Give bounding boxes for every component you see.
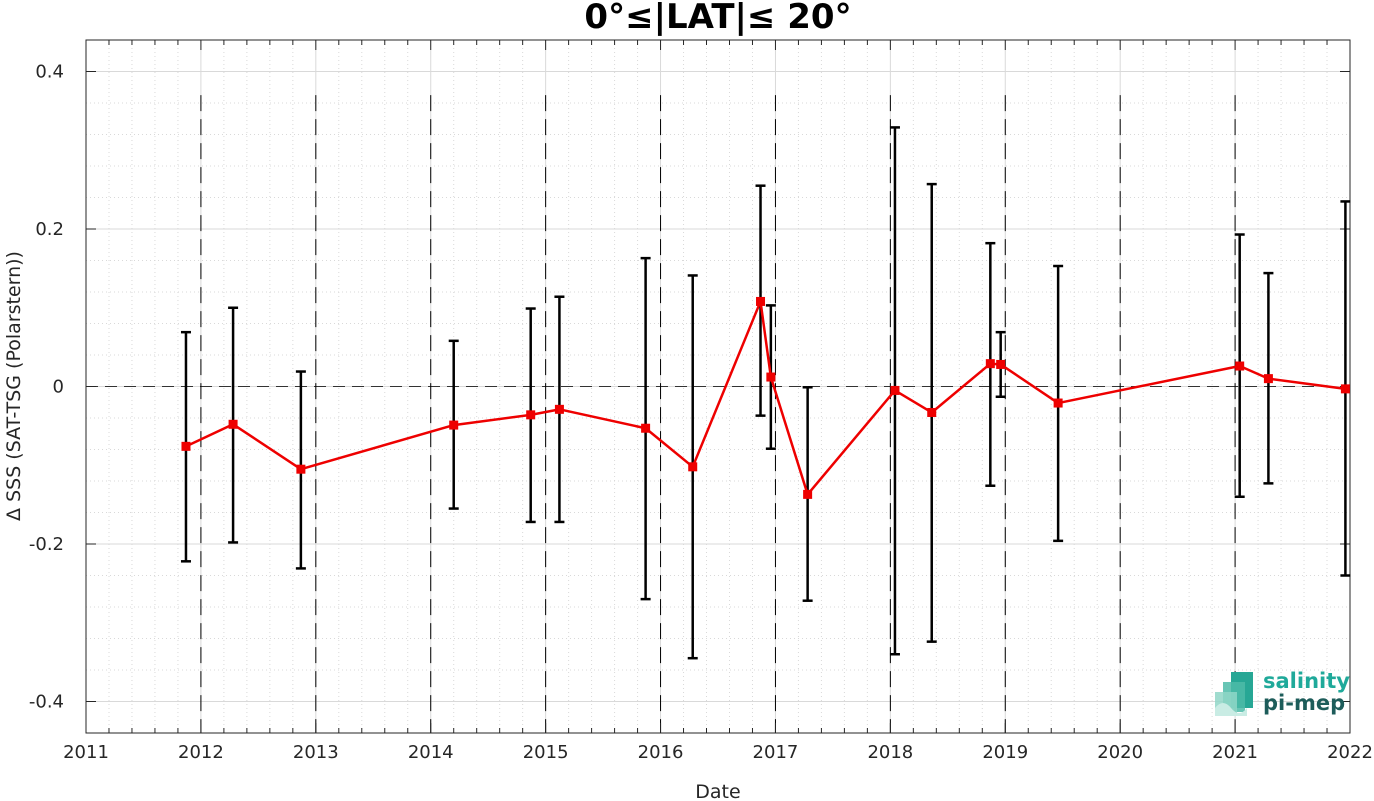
series-line	[185, 300, 1346, 496]
data-point-marker	[766, 372, 776, 382]
data-point-marker	[449, 420, 459, 430]
markers	[181, 296, 1350, 499]
y-tick-label: -0.2	[29, 534, 64, 555]
error-bars	[180, 126, 1351, 660]
data-point-marker	[641, 423, 651, 433]
data-point-marker	[296, 464, 306, 474]
x-tick-label: 2019	[982, 742, 1028, 763]
data-point-marker	[1053, 398, 1063, 408]
data-point-marker	[1340, 384, 1350, 394]
y-tick-label: 0.4	[35, 62, 64, 83]
x-tick-label: 2016	[638, 742, 684, 763]
y-tick-label: 0.2	[35, 219, 64, 240]
x-tick-labels: 2011 2012 2013 2014 2015 2016 2017 2018 2019 2020…	[63, 742, 1373, 763]
salinity-pimep-logo: salinity pi-mep	[1215, 669, 1350, 716]
data-point-marker	[996, 359, 1006, 369]
x-tick-label: 2015	[523, 742, 569, 763]
x-axis-label: Date	[695, 781, 740, 801]
logo-text-salinity: salinity	[1263, 669, 1350, 693]
y-tick-label: -0.4	[29, 692, 64, 713]
data-point-marker	[756, 296, 766, 306]
y-tick-labels: 0.4 0.2 0 -0.2 -0.4	[29, 62, 64, 713]
x-tick-label: 2012	[178, 742, 224, 763]
data-point-marker	[181, 441, 191, 451]
y-tick-label: 0	[53, 377, 64, 398]
chart-title: 0°≤|LAT|≤ 20°	[584, 0, 851, 37]
data-point-marker	[1235, 361, 1245, 371]
logo-text-pimep: pi-mep	[1263, 691, 1345, 715]
data-point-marker	[927, 407, 937, 417]
plot-frame	[85, 39, 1351, 734]
x-tick-label: 2011	[63, 742, 109, 763]
x-tick-label: 2018	[867, 742, 913, 763]
x-tick-label: 2013	[293, 742, 339, 763]
y-axis-label: Δ SSS (SAT-TSG (Polarstern))	[3, 251, 25, 521]
series-line	[185, 300, 1346, 496]
data-point-marker	[803, 489, 813, 499]
data-point-marker	[985, 359, 995, 369]
data-point-marker	[688, 462, 698, 472]
x-tick-label: 2014	[408, 742, 454, 763]
data-point-marker	[890, 385, 900, 395]
data-point-marker	[526, 410, 536, 420]
data-point-marker	[554, 404, 564, 414]
x-tick-label: 2022	[1327, 742, 1373, 763]
data-point-marker	[228, 419, 238, 429]
x-tick-label: 2020	[1097, 742, 1143, 763]
x-tick-label: 2021	[1212, 742, 1258, 763]
year-dividers	[86, 95, 1350, 733]
x-tick-label: 2017	[753, 742, 799, 763]
data-point-marker	[1263, 374, 1273, 384]
wave-logo-icon	[1215, 672, 1253, 716]
